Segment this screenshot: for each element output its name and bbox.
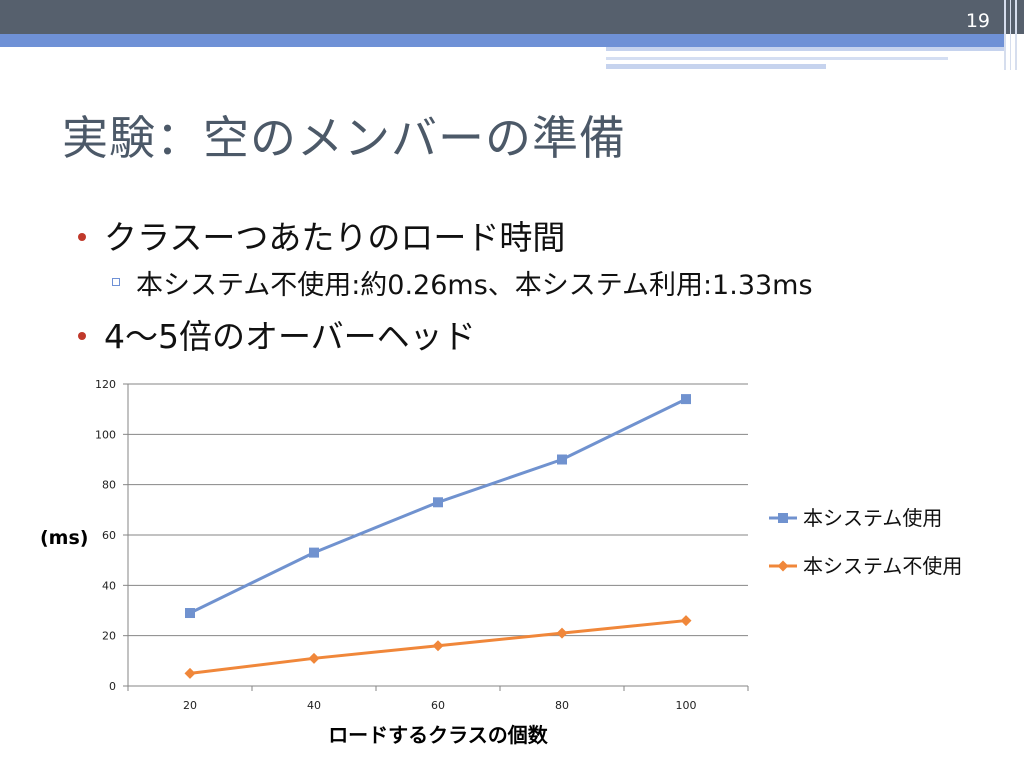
y-tick-label: 80 [102, 479, 116, 492]
legend-marker [778, 513, 788, 523]
y-tick-label: 20 [102, 630, 116, 643]
x-tick-label: 20 [183, 699, 197, 712]
header-accent-band [0, 34, 1004, 47]
header-bar [0, 0, 1024, 34]
x-tick-label: 100 [676, 699, 697, 712]
y-tick-label: 0 [109, 680, 116, 693]
page-number: 19 [965, 10, 990, 32]
legend-label: 本システム不使用 [803, 554, 962, 578]
slide-title: 実験：空のメンバーの準備 [62, 111, 626, 165]
x-tick-label: 60 [431, 699, 445, 712]
bullet-dot-icon [78, 233, 86, 241]
header-vertical-line [1004, 0, 1006, 70]
bullet-item: 4～5倍のオーバーヘッド [104, 317, 476, 356]
legend-marker [777, 560, 789, 572]
data-point [185, 608, 195, 619]
y-tick-label: 40 [102, 579, 116, 592]
y-tick-label: 60 [102, 529, 116, 542]
header-stripe [606, 57, 948, 60]
legend-label: 本システム使用 [803, 506, 942, 530]
data-point [556, 627, 568, 639]
header-stripe [606, 47, 1004, 51]
x-tick-label: 80 [555, 699, 569, 712]
data-point [309, 547, 319, 558]
y-axis-title: (ms) [40, 527, 88, 549]
header-vertical-line [1010, 0, 1011, 70]
data-point [433, 497, 443, 508]
bullet-item: クラスーつあたりのロード時間 [104, 218, 566, 257]
bullet-dot-icon [78, 332, 86, 340]
data-point [557, 454, 567, 465]
header-stripe [606, 64, 826, 69]
y-tick-label: 120 [95, 378, 116, 391]
data-point [308, 652, 320, 664]
x-tick-label: 40 [307, 699, 321, 712]
data-point [680, 615, 692, 627]
data-point [681, 394, 691, 405]
x-axis-title: ロードするクラスの個数 [328, 723, 549, 747]
data-point [432, 640, 444, 652]
data-point [184, 667, 196, 679]
sub-bullet-square-icon [112, 278, 120, 286]
sub-bullet-item: 本システム不使用:約0.26ms、本システム利用:1.33ms [136, 270, 813, 301]
y-tick-label: 100 [95, 428, 116, 441]
header-vertical-line [1015, 0, 1017, 70]
